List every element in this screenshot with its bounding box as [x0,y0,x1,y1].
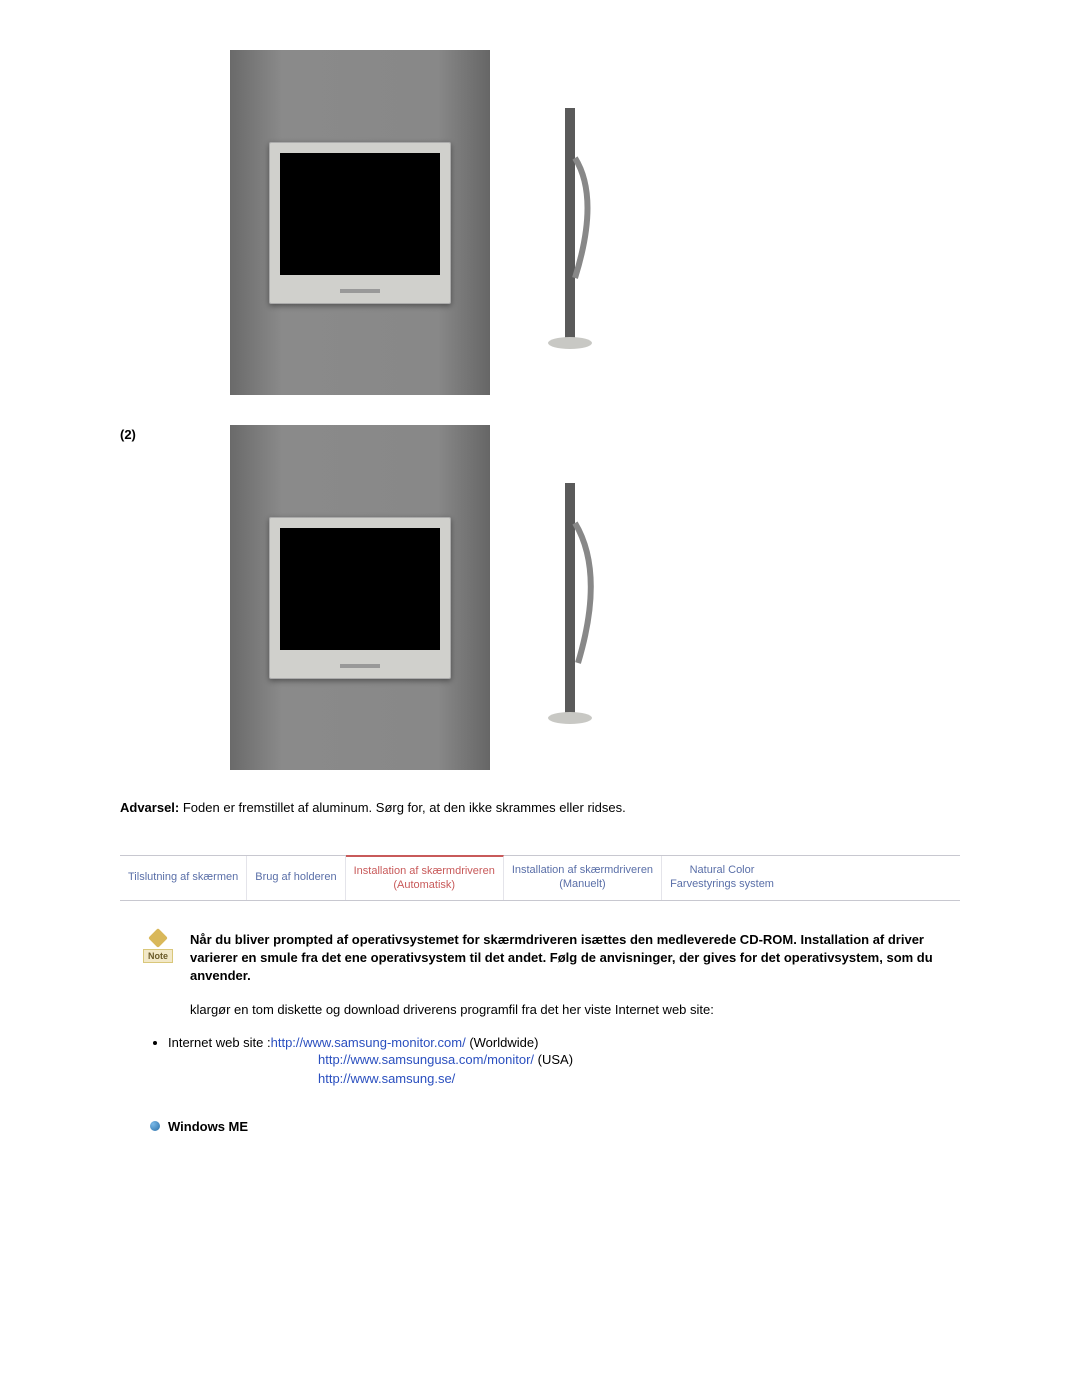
pin-icon [148,928,168,948]
note-block: Note Når du bliver prompted af operativs… [140,931,960,986]
figure-images-2 [230,425,610,770]
site-suffix: (USA) [534,1052,573,1067]
tab-install-auto[interactable]: Installation af skærmdriveren (Automatis… [346,855,504,900]
figure-row-1 [120,50,960,395]
note-text: Når du bliver prompted af operativsystem… [190,931,960,986]
tab-bar: Tilslutning af skærmen Brug af holderen … [120,855,960,901]
bullet-icon [150,1121,160,1131]
tab-natural-color[interactable]: Natural Color Farvestyrings system [662,856,782,900]
product-image-side-1 [530,78,610,368]
figure-label-empty [120,50,230,52]
site-suffix: (Worldwide) [466,1035,539,1050]
section-heading-label: Windows ME [168,1119,248,1134]
note-icon: Note [140,931,176,986]
warning-line: Advarsel: Foden er fremstillet af alumin… [120,800,960,815]
tab-label-line1: Installation af skærmdriveren [354,865,495,879]
site-link-worldwide[interactable]: http://www.samsung-monitor.com/ [271,1035,466,1050]
figure-row-2: (2) [120,425,960,770]
section-heading-winme: Windows ME [150,1119,960,1134]
product-image-side-2 [530,453,610,743]
product-image-front-2 [230,425,490,770]
tab-connection[interactable]: Tilslutning af skærmen [120,856,247,900]
product-image-front-1 [230,50,490,395]
tab-label-line2: (Manuelt) [559,878,605,892]
site-link-usa[interactable]: http://www.samsungusa.com/monitor/ [318,1052,534,1067]
warning-label: Advarsel: [120,800,179,815]
figure-label-2: (2) [120,425,230,442]
site-list: Internet web site :http://www.samsung-mo… [150,1035,960,1089]
tab-install-manual[interactable]: Installation af skærmdriveren (Manuelt) [504,856,662,900]
site-list-item: Internet web site :http://www.samsung-mo… [168,1035,960,1089]
tab-label: Tilslutning af skærmen [128,871,238,885]
tab-label-line2: (Automatisk) [393,879,455,893]
figure-images-1 [230,50,610,395]
tab-label-line2: Farvestyrings system [670,878,774,892]
site-intro: Internet web site : [168,1035,271,1050]
site-link-se[interactable]: http://www.samsung.se/ [318,1071,455,1086]
prepare-line: klargør en tom diskette og download driv… [190,1002,960,1017]
note-icon-label: Note [143,949,173,963]
tab-label-line1: Installation af skærmdriveren [512,864,653,878]
tab-label: Brug af holderen [255,871,336,885]
tab-label-line1: Natural Color [690,864,755,878]
warning-text: Foden er fremstillet af aluminum. Sørg f… [179,800,626,815]
tab-holder[interactable]: Brug af holderen [247,856,345,900]
